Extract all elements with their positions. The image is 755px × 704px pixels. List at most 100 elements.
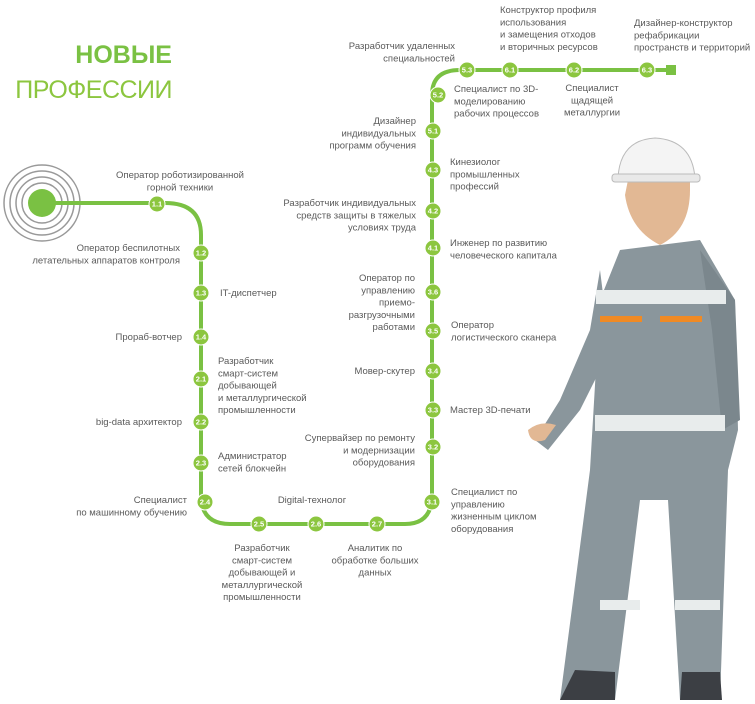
node-label: Специалист по 3D- (454, 84, 538, 95)
node-id: 2.5 (254, 520, 264, 529)
node-id: 6.3 (642, 66, 652, 75)
node (250, 515, 268, 533)
node-label: рабочих процессов (454, 109, 539, 120)
node-label: разгрузочными (349, 310, 415, 321)
node-label: Конструктор профиля (500, 5, 596, 16)
node-label: летательных аппаратов контроля (32, 255, 180, 266)
node-id: 3.3 (428, 406, 438, 415)
node-id: 4.3 (428, 166, 438, 175)
node-label: Оператор роботизированной (116, 170, 244, 181)
node-id: 5.3 (462, 66, 472, 75)
node-label: специальностей (383, 53, 455, 64)
node-label: Мовер-скутер (354, 366, 415, 377)
node-label: Digital-технолог (278, 495, 347, 506)
node (424, 322, 442, 340)
node-id: 3.6 (428, 288, 438, 297)
node-label: Кинезиолог (450, 157, 501, 168)
node-label: Разработчик удаленных (349, 41, 455, 52)
node-label: и модернизации (343, 445, 415, 456)
title-bold: НОВЫЕ (75, 41, 172, 69)
title-light: ПРОФЕССИИ (15, 76, 172, 104)
node (148, 195, 166, 213)
start-dot (28, 189, 56, 217)
node-id: 2.4 (200, 498, 211, 507)
node-label: Оператор (451, 320, 494, 331)
node-label: Оператор по (359, 273, 415, 284)
node-label: средств защиты в тяжелых (296, 210, 416, 221)
node-label: условиях труда (348, 223, 417, 234)
node-label: и металлургической (218, 393, 307, 404)
node-id: 1.1 (152, 200, 162, 209)
node (192, 370, 210, 388)
node-label: обработке больших (331, 555, 418, 566)
node-label: добывающей и (229, 568, 296, 579)
node-id: 5.1 (428, 127, 438, 136)
node-label: добывающей (218, 381, 277, 392)
node-label: горной техники (147, 182, 213, 193)
node-label: использования (500, 17, 566, 28)
node (196, 493, 214, 511)
node-label: Аналитик по (348, 543, 403, 554)
node-label: Разработчик (234, 543, 290, 554)
node-label: Администратор (218, 451, 287, 462)
node-label: моделированию (454, 96, 525, 107)
node-label: жизненным циклом (451, 512, 537, 523)
node-label: Оператор беспилотных (77, 243, 181, 254)
node (424, 161, 442, 179)
node (638, 61, 656, 79)
node-label: Разработчик (218, 356, 274, 367)
node-label: Специалист (565, 83, 619, 94)
node (192, 244, 210, 262)
node-label: данных (359, 568, 392, 579)
node (368, 515, 386, 533)
node-label: смарт-систем (232, 555, 292, 566)
node (565, 61, 583, 79)
node (424, 283, 442, 301)
node-label: по машинному обучению (76, 507, 187, 518)
node-label: и вторичных ресурсов (500, 42, 598, 53)
node-label: рефабрикации (634, 30, 699, 41)
node-label: работами (373, 322, 415, 333)
node-label: и замещения отходов (500, 30, 596, 41)
worker (528, 137, 740, 700)
node-label: сетей блокчейн (218, 463, 286, 474)
node-id: 6.2 (569, 66, 579, 75)
node-label: Супервайзер по ремонту (305, 433, 415, 444)
node (307, 515, 325, 533)
node-label: big-data архитектор (96, 417, 182, 428)
node-id: 2.6 (311, 520, 321, 529)
node-label: промышленности (223, 592, 301, 603)
node-id: 3.5 (428, 327, 438, 336)
node-id: 4.1 (428, 244, 438, 253)
node-label: Мастер 3D-печати (450, 405, 531, 416)
node-label: металлургии (564, 108, 620, 119)
node-label: щадящей (571, 95, 613, 106)
node (458, 61, 476, 79)
node-label: Разработчик индивидуальных (283, 198, 416, 209)
node (424, 401, 442, 419)
node-label: управлению (451, 499, 505, 510)
node-id: 3.1 (427, 498, 437, 507)
node (424, 362, 442, 380)
node-id: 2.3 (196, 459, 206, 468)
node-label: Дизайнер (374, 116, 417, 127)
node-label: пространств и территорий (634, 43, 750, 54)
node-label: логистического сканера (451, 332, 557, 343)
node-label: профессий (450, 182, 499, 193)
node (429, 86, 447, 104)
node-id: 2.7 (372, 520, 382, 529)
node-id: 2.1 (196, 375, 206, 384)
node (501, 61, 519, 79)
track-end (666, 65, 676, 75)
node (192, 454, 210, 472)
node-id: 1.2 (196, 249, 206, 258)
node-label: Специалист (134, 495, 188, 506)
node-id: 3.2 (428, 443, 438, 452)
node-id: 4.2 (428, 207, 438, 216)
node (192, 413, 210, 431)
node-label: приемо- (379, 298, 415, 309)
node (424, 438, 442, 456)
node-label: металлургической (222, 580, 303, 591)
node (424, 202, 442, 220)
